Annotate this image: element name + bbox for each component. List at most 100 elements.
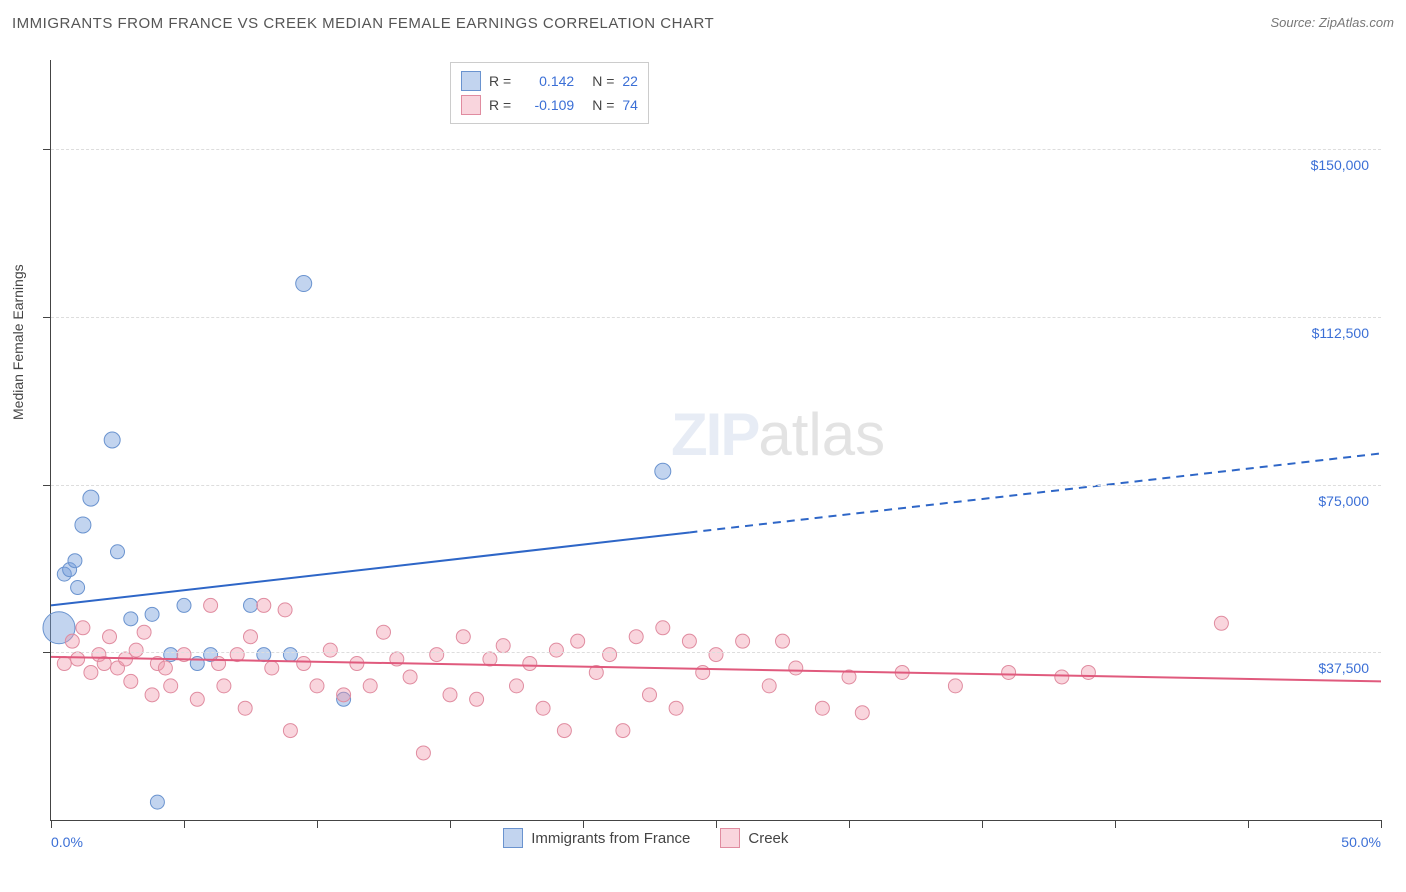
scatter-point-creek	[1214, 616, 1228, 630]
scatter-point-france	[145, 607, 159, 621]
legend-swatch	[503, 828, 523, 848]
r-label: R =	[489, 73, 511, 89]
scatter-point-creek	[129, 643, 143, 657]
scatter-point-creek	[283, 724, 297, 738]
scatter-point-creek	[456, 630, 470, 644]
scatter-point-france	[244, 598, 258, 612]
series-legend: Immigrants from France Creek	[503, 828, 818, 852]
r-value: -0.109	[519, 97, 574, 113]
scatter-point-france	[124, 612, 138, 626]
gridline	[51, 317, 1381, 318]
scatter-point-creek	[297, 657, 311, 671]
scatter-point-creek	[103, 630, 117, 644]
series-legend-item: Creek	[720, 828, 788, 848]
x-tick	[317, 820, 318, 828]
trend-line-ext-france	[689, 453, 1381, 532]
x-tick	[1248, 820, 1249, 828]
r-value: 0.142	[519, 73, 574, 89]
x-tick	[184, 820, 185, 828]
scatter-point-creek	[238, 701, 252, 715]
scatter-point-creek	[65, 634, 79, 648]
scatter-point-creek	[278, 603, 292, 617]
correlation-legend-row: R =0.142N =22	[461, 69, 638, 93]
y-tick-label: $37,500	[1318, 660, 1369, 676]
scatter-point-france	[283, 648, 297, 662]
scatter-point-creek	[709, 648, 723, 662]
scatter-point-creek	[536, 701, 550, 715]
scatter-point-creek	[669, 701, 683, 715]
scatter-point-france	[296, 276, 312, 292]
scatter-point-creek	[443, 688, 457, 702]
scatter-point-creek	[71, 652, 85, 666]
source-prefix: Source:	[1270, 15, 1318, 30]
legend-swatch	[720, 828, 740, 848]
scatter-point-creek	[323, 643, 337, 657]
scatter-point-creek	[789, 661, 803, 675]
scatter-point-creek	[217, 679, 231, 693]
scatter-point-creek	[204, 598, 218, 612]
x-tick-label-min: 0.0%	[51, 834, 83, 850]
x-tick	[849, 820, 850, 828]
scatter-point-france	[68, 554, 82, 568]
scatter-point-creek	[257, 598, 271, 612]
scatter-point-creek	[158, 661, 172, 675]
x-tick	[1115, 820, 1116, 828]
scatter-point-creek	[403, 670, 417, 684]
scatter-point-france	[83, 490, 99, 506]
y-tick	[43, 149, 51, 150]
scatter-point-creek	[84, 665, 98, 679]
series-name: Immigrants from France	[531, 830, 690, 847]
scatter-point-france	[150, 795, 164, 809]
y-tick	[43, 317, 51, 318]
x-tick	[51, 820, 52, 828]
scatter-point-france	[177, 598, 191, 612]
scatter-point-france	[104, 432, 120, 448]
y-tick	[43, 485, 51, 486]
scatter-point-creek	[696, 665, 710, 679]
y-tick	[43, 652, 51, 653]
source-attribution: Source: ZipAtlas.com	[1270, 15, 1394, 30]
scatter-point-creek	[124, 674, 138, 688]
scatter-point-creek	[1002, 665, 1016, 679]
gridline	[51, 652, 1381, 653]
scatter-point-creek	[212, 657, 226, 671]
scatter-point-france	[111, 545, 125, 559]
x-tick	[1381, 820, 1382, 828]
y-tick-label: $112,500	[1312, 325, 1369, 341]
legend-swatch	[461, 95, 481, 115]
scatter-point-creek	[643, 688, 657, 702]
n-label: N =	[592, 97, 614, 113]
scatter-point-creek	[682, 634, 696, 648]
scatter-point-creek	[145, 688, 159, 702]
x-tick	[982, 820, 983, 828]
trend-line-france	[51, 532, 689, 605]
chart-svg	[51, 60, 1381, 820]
scatter-point-france	[257, 648, 271, 662]
scatter-point-creek	[571, 634, 585, 648]
scatter-point-creek	[416, 746, 430, 760]
scatter-point-creek	[76, 621, 90, 635]
scatter-point-creek	[656, 621, 670, 635]
n-label: N =	[592, 73, 614, 89]
scatter-point-creek	[523, 657, 537, 671]
series-legend-item: Immigrants from France	[503, 828, 690, 848]
scatter-point-creek	[776, 634, 790, 648]
x-tick	[583, 820, 584, 828]
scatter-point-creek	[310, 679, 324, 693]
gridline	[51, 485, 1381, 486]
chart-header: IMMIGRANTS FROM FRANCE VS CREEK MEDIAN F…	[12, 15, 1394, 45]
scatter-point-creek	[137, 625, 151, 639]
scatter-point-creek	[510, 679, 524, 693]
scatter-point-france	[71, 581, 85, 595]
y-axis-label: Median Female Earnings	[10, 264, 26, 420]
source-name: ZipAtlas.com	[1319, 15, 1394, 30]
scatter-point-creek	[430, 648, 444, 662]
scatter-point-creek	[265, 661, 279, 675]
scatter-point-creek	[629, 630, 643, 644]
scatter-point-creek	[948, 679, 962, 693]
n-value: 74	[622, 97, 638, 113]
legend-swatch	[461, 71, 481, 91]
scatter-point-creek	[496, 639, 510, 653]
scatter-point-creek	[549, 643, 563, 657]
scatter-point-creek	[557, 724, 571, 738]
